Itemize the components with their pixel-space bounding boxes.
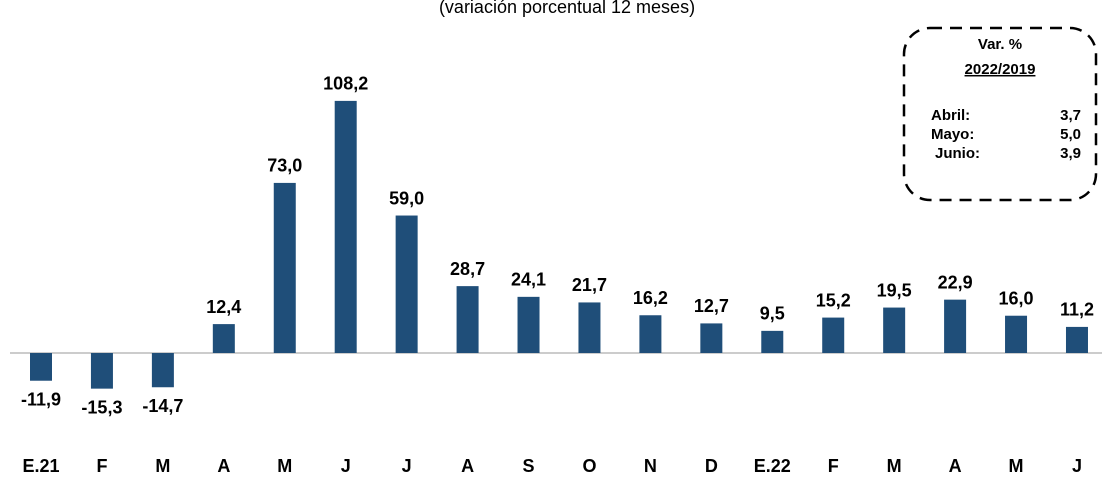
bar (273, 182, 296, 353)
data-label: 15,2 (816, 290, 851, 310)
data-label: 12,4 (206, 297, 241, 317)
annotation-row-value: 3,9 (1060, 145, 1081, 162)
x-tick-label: J (1072, 456, 1082, 476)
bar (822, 317, 845, 353)
x-tick-label: F (828, 456, 839, 476)
data-label: -14,7 (142, 396, 183, 416)
x-tick-label: E.22 (754, 456, 791, 476)
x-tick-label: D (705, 456, 718, 476)
annotation-row-label: Abril: (931, 107, 970, 124)
x-tick-label: N (644, 456, 657, 476)
bar (761, 330, 784, 353)
data-label: 9,5 (760, 304, 785, 324)
data-label: 28,7 (450, 259, 485, 279)
data-label: 59,0 (389, 188, 424, 208)
bar (334, 100, 357, 353)
bar (90, 353, 113, 389)
bar (883, 307, 906, 353)
x-tick-label: M (155, 456, 170, 476)
bar (1005, 315, 1028, 353)
data-label: 73,0 (267, 156, 302, 176)
data-label: -11,9 (21, 389, 61, 409)
bar (700, 323, 723, 353)
x-tick-label: O (582, 456, 596, 476)
data-label: 11,2 (1060, 300, 1094, 320)
bar (151, 353, 174, 388)
bar (944, 299, 967, 353)
annotation-row-value: 3,7 (1060, 107, 1081, 124)
annotation-title: Var. % (978, 36, 1022, 53)
x-tick-label: S (523, 456, 535, 476)
x-tick-label: A (217, 456, 230, 476)
bar (1065, 326, 1088, 353)
annotation-subtitle: 2022/2019 (965, 61, 1036, 78)
x-tick-label: J (402, 456, 412, 476)
data-label: -15,3 (81, 397, 122, 417)
data-label: 24,1 (511, 270, 546, 290)
chart-subtitle: (variación porcentual 12 meses) (439, 0, 695, 17)
bar (456, 286, 479, 353)
x-tick-label: A (949, 456, 962, 476)
annotation-row-label: Junio: (935, 145, 980, 162)
x-tick-label: A (461, 456, 474, 476)
x-tick-label: M (887, 456, 902, 476)
annotation-row-label: Mayo: (931, 126, 974, 143)
bar (30, 353, 52, 381)
annotation-box (902, 26, 1098, 202)
x-tick-label: J (341, 456, 351, 476)
data-label: 16,0 (999, 288, 1034, 308)
bar (517, 296, 540, 353)
data-label: 19,5 (877, 280, 912, 300)
x-tick-label: M (277, 456, 292, 476)
annotation-row-value: 5,0 (1060, 126, 1081, 143)
bar (395, 215, 418, 353)
data-label: 22,9 (938, 272, 973, 292)
bar (212, 324, 235, 353)
bar (639, 315, 662, 353)
data-label: 21,7 (572, 275, 607, 295)
x-tick-label: M (1009, 456, 1024, 476)
x-tick-label: F (96, 456, 107, 476)
data-label: 108,2 (323, 74, 368, 94)
x-tick-label: E.21 (22, 456, 59, 476)
data-label: 12,7 (694, 296, 729, 316)
bar (578, 302, 601, 353)
data-label: 16,2 (633, 288, 668, 308)
